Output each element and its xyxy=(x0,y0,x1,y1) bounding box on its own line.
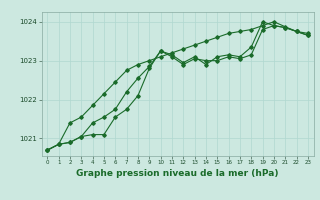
X-axis label: Graphe pression niveau de la mer (hPa): Graphe pression niveau de la mer (hPa) xyxy=(76,169,279,178)
